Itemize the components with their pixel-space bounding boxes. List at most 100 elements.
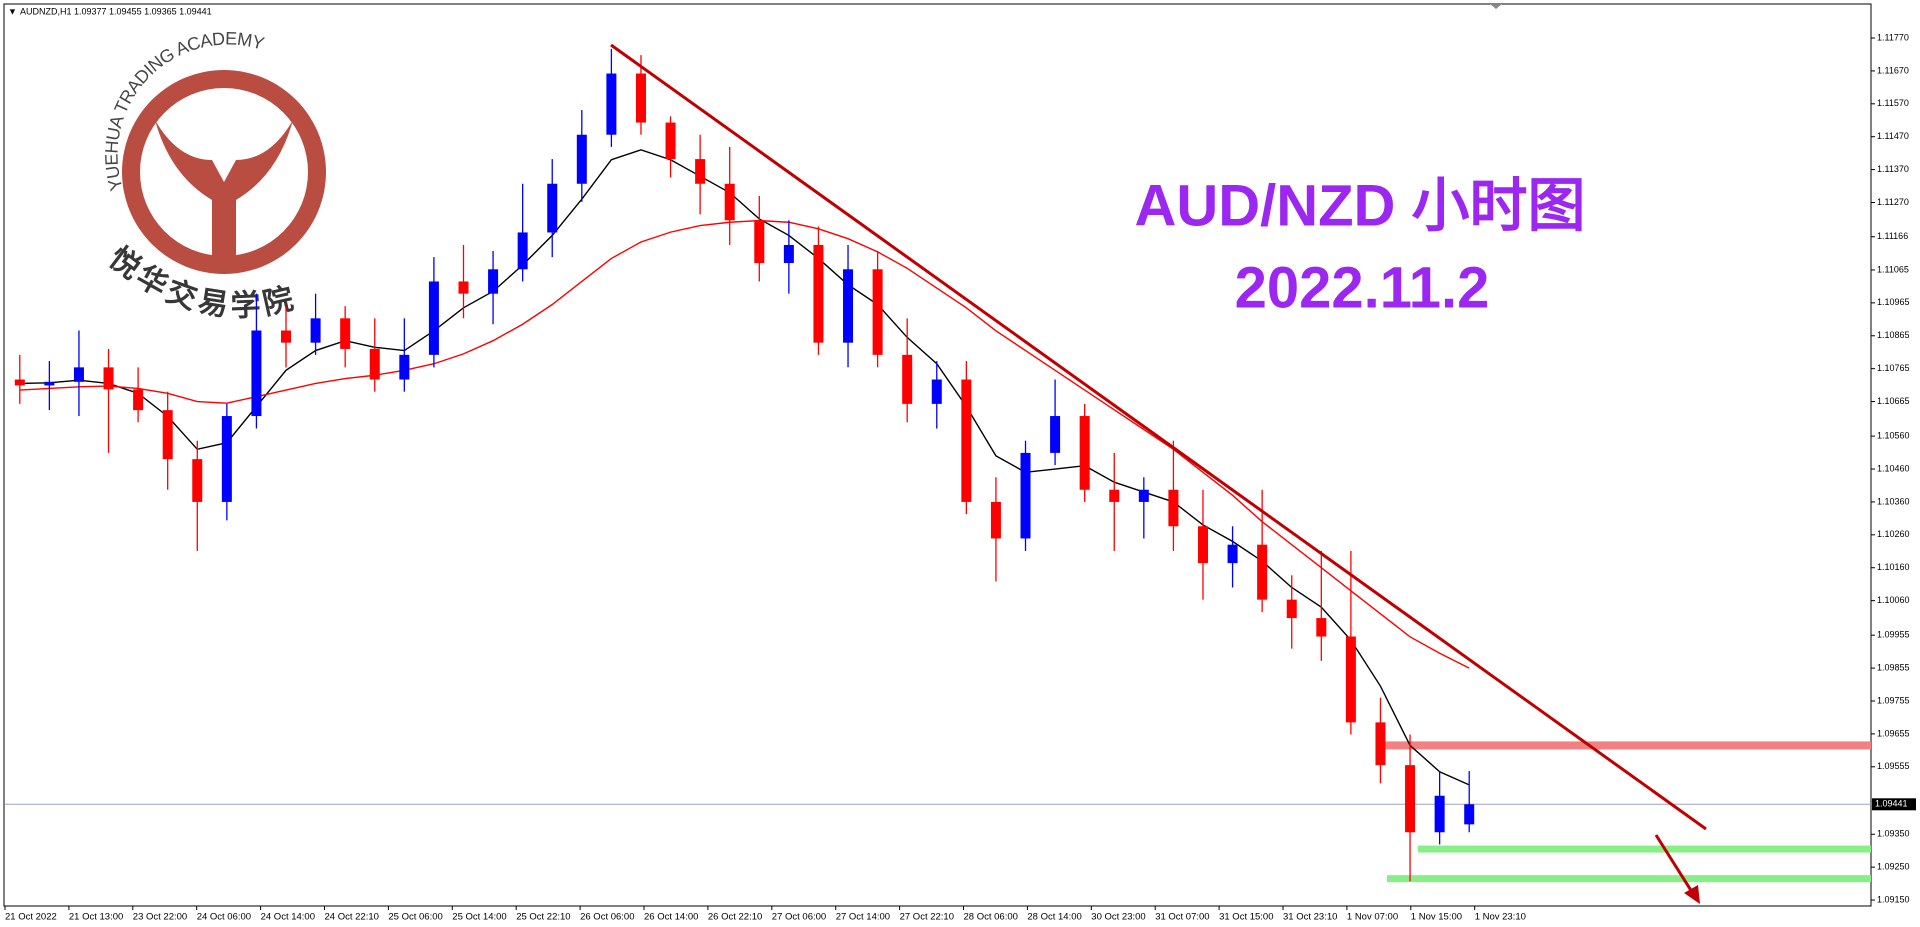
y-tick-label: 1.11065 <box>1877 264 1909 274</box>
candle-body <box>221 416 232 502</box>
y-tick-label: 1.09150 <box>1877 894 1910 904</box>
candle-body <box>340 318 351 349</box>
y-tick-label: 1.10865 <box>1877 330 1910 340</box>
x-tick-label: 24 Oct 06:00 <box>197 912 251 923</box>
candle-body <box>695 159 706 184</box>
candle-body <box>1197 526 1208 564</box>
candle-body <box>754 220 765 264</box>
x-tick-label: 28 Oct 06:00 <box>964 912 1018 923</box>
y-tick-label: 1.11270 <box>1877 197 1909 207</box>
candle-body <box>576 134 587 184</box>
candle-body <box>488 269 499 294</box>
candle-body <box>1316 618 1327 637</box>
x-tick-label: 27 Oct 22:10 <box>900 912 954 923</box>
y-tick-label: 1.09250 <box>1877 862 1910 872</box>
chart-title: AUD/NZD 小时图 <box>1134 173 1585 238</box>
candle-body <box>1464 804 1475 825</box>
candle-body <box>44 381 55 386</box>
y-tick-label: 1.10060 <box>1877 595 1910 605</box>
chart-subtitle: 2022.11.2 <box>1235 255 1490 320</box>
current-price-box <box>1872 798 1916 811</box>
y-tick-label: 1.10160 <box>1877 562 1910 572</box>
candle-body <box>990 501 1001 539</box>
arrow-head <box>1684 885 1700 904</box>
candle-body <box>14 379 25 386</box>
y-tick-label: 1.10965 <box>1877 297 1910 307</box>
candle-body <box>843 269 854 343</box>
candle-body <box>724 183 735 221</box>
candle-body <box>1168 489 1179 527</box>
x-tick-label: 23 Oct 22:00 <box>133 912 187 923</box>
candle-body <box>1020 452 1031 539</box>
x-tick-label: 31 Oct 15:00 <box>1219 912 1273 923</box>
x-tick-label: 25 Oct 14:00 <box>452 912 506 923</box>
x-tick-label: 24 Oct 22:10 <box>325 912 379 923</box>
header-arrow: ▼ <box>8 6 17 16</box>
candle-body <box>783 244 794 264</box>
candle-body <box>369 348 380 380</box>
y-tick-label: 1.09555 <box>1877 761 1910 771</box>
candle-body <box>1345 636 1356 723</box>
x-tick-label: 21 Oct 2022 <box>5 912 57 923</box>
candle-body <box>103 367 114 390</box>
candle-body <box>428 281 439 355</box>
candle-body <box>1405 765 1416 833</box>
candle-body <box>1286 599 1297 619</box>
x-tick-label: 24 Oct 14:00 <box>261 912 315 923</box>
y-tick-label: 1.11770 <box>1877 32 1909 42</box>
candle-body <box>961 379 972 502</box>
y-tick-label: 1.10560 <box>1877 430 1910 440</box>
candle-body <box>517 232 528 270</box>
x-tick-label: 26 Oct 06:00 <box>580 912 634 923</box>
candle-body <box>1079 416 1090 490</box>
x-tick-label: 21 Oct 13:00 <box>69 912 123 923</box>
candle-body <box>813 244 824 343</box>
candle-body <box>1138 489 1149 502</box>
y-tick-label: 1.09655 <box>1877 728 1910 738</box>
candle-body <box>458 281 469 294</box>
logo-inner <box>140 88 308 256</box>
current-price-label: 1.09441 <box>1875 799 1908 809</box>
candle-body <box>133 389 144 411</box>
candle-body <box>902 354 913 404</box>
candle-body <box>1109 489 1120 502</box>
y-tick-label: 1.09350 <box>1877 829 1910 839</box>
y-tick-label: 1.10260 <box>1877 529 1910 539</box>
candle-body <box>1375 722 1386 766</box>
arrow <box>1654 834 1694 893</box>
x-tick-label: 1 Nov 15:00 <box>1411 912 1462 923</box>
trend-line <box>610 43 1707 831</box>
y-tick-label: 1.11166 <box>1877 231 1908 241</box>
resistance-zone <box>1384 741 1871 750</box>
x-tick-label: 1 Nov 23:10 <box>1475 912 1526 923</box>
y-tick-label: 1.11370 <box>1877 164 1909 174</box>
candle-body <box>162 410 173 460</box>
candle-body <box>1050 416 1061 453</box>
candle-body <box>73 367 84 382</box>
y-tick-label: 1.10360 <box>1877 496 1910 506</box>
support-zone <box>1418 845 1871 853</box>
candle-body <box>192 459 203 502</box>
x-tick-label: 26 Oct 14:00 <box>644 912 698 923</box>
candle-body <box>547 183 558 233</box>
x-tick-label: 26 Oct 22:10 <box>708 912 762 923</box>
y-tick-label: 1.10765 <box>1877 363 1910 373</box>
candle-body <box>665 122 676 160</box>
y-tick-label: 1.10665 <box>1877 396 1910 406</box>
y-tick-label: 1.11670 <box>1877 65 1909 75</box>
logo-y <box>155 120 293 272</box>
watermark-logo: YUEHUA TRADING ACADEMY 悦华交易学院 <box>101 28 326 323</box>
candle-body <box>399 354 410 380</box>
candle-body <box>1434 795 1445 833</box>
x-tick-label: 30 Oct 23:00 <box>1091 912 1145 923</box>
candle-body <box>931 379 942 404</box>
candle-body <box>310 318 321 343</box>
candle-body <box>635 73 646 123</box>
header: AUDNZD,H1 1.09377 1.09455 1.09365 1.0944… <box>20 6 212 16</box>
x-tick-label: 31 Oct 07:00 <box>1155 912 1209 923</box>
y-tick-label: 1.09755 <box>1877 695 1910 705</box>
y-tick-label: 1.11470 <box>1877 131 1909 141</box>
y-tick-label: 1.09955 <box>1877 630 1910 640</box>
x-tick-label: 27 Oct 06:00 <box>772 912 826 923</box>
